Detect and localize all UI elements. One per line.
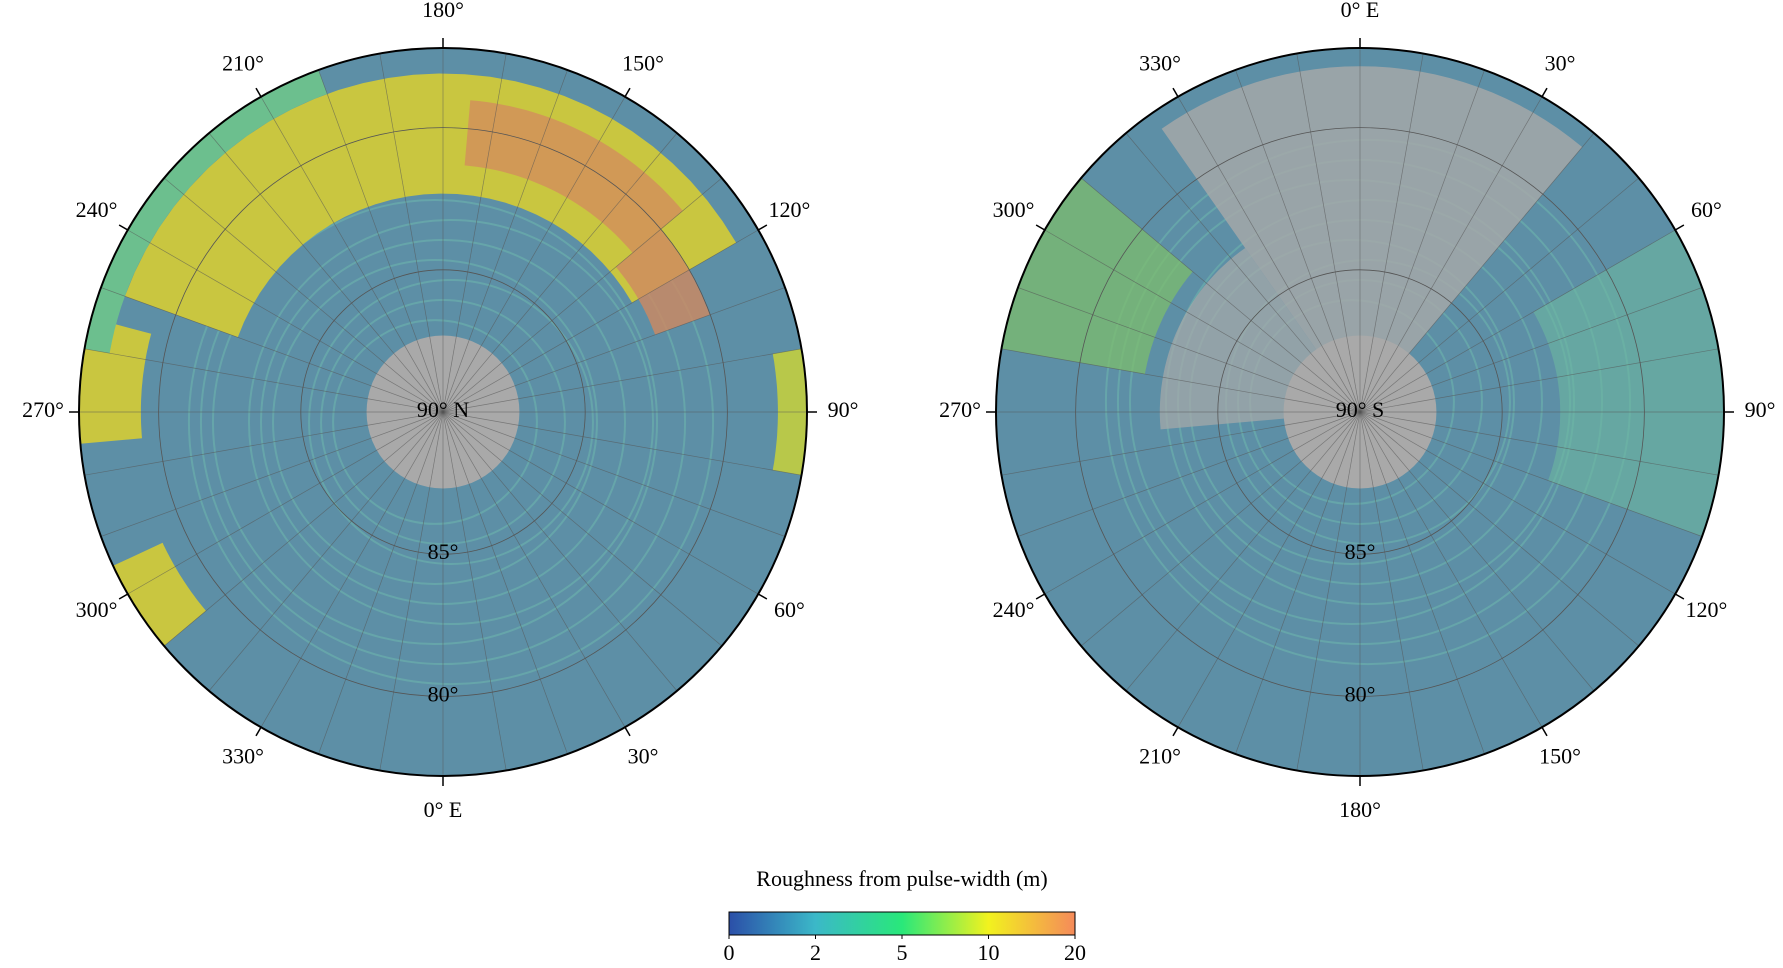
lon-label: 270°	[22, 397, 64, 422]
figure: Roughness from pulse-width (m) 90° N 85° 8…	[0, 0, 1783, 968]
lon-label: 30°	[628, 743, 659, 768]
lon-label: 210°	[222, 51, 264, 76]
lat-label: 85°	[428, 539, 459, 564]
lon-label: 240°	[76, 197, 118, 222]
lon-label: 330°	[222, 743, 264, 768]
lon-tick	[625, 727, 630, 736]
lon-tick	[119, 594, 128, 599]
colorbar-tick-label: 20	[1064, 940, 1086, 965]
pole-label: 90° N	[417, 397, 469, 422]
lat-label: 80°	[428, 681, 459, 706]
lon-label: 180°	[422, 0, 464, 22]
colorbar-title: Roughness from pulse-width (m)	[756, 866, 1047, 891]
lon-label: 330°	[1139, 51, 1181, 76]
lon-label: 150°	[622, 51, 664, 76]
lon-tick	[758, 225, 767, 230]
colorbar-tick-label: 2	[810, 940, 821, 965]
lon-label: 300°	[76, 597, 118, 622]
pole-label: 90° S	[1336, 397, 1385, 422]
lon-tick	[1173, 88, 1178, 97]
lon-tick	[1675, 594, 1684, 599]
lon-tick	[256, 727, 261, 736]
colorbar-tick-label: 10	[978, 940, 1000, 965]
lon-tick	[758, 594, 767, 599]
lon-label: 270°	[939, 397, 981, 422]
colorbar-tick-label: 0	[724, 940, 735, 965]
lon-label: 150°	[1539, 743, 1581, 768]
lon-tick	[256, 88, 261, 97]
lon-label: 120°	[769, 197, 811, 222]
lon-label: 180°	[1339, 797, 1381, 822]
lon-label: 60°	[774, 597, 805, 622]
lon-tick	[1173, 727, 1178, 736]
lon-label: 30°	[1545, 51, 1576, 76]
lat-label: 85°	[1345, 539, 1376, 564]
lon-label: 240°	[993, 597, 1035, 622]
lon-tick	[1036, 225, 1045, 230]
lon-label: 90°	[828, 397, 859, 422]
lon-label: 60°	[1691, 197, 1722, 222]
lon-tick	[1675, 225, 1684, 230]
lon-tick	[1542, 727, 1547, 736]
lat-label: 80°	[1345, 681, 1376, 706]
lon-label: 300°	[993, 197, 1035, 222]
lon-label: 120°	[1686, 597, 1728, 622]
colorbar-tick-label: 5	[897, 940, 908, 965]
lon-label: 0° E	[1341, 0, 1380, 22]
lon-tick	[1542, 88, 1547, 97]
lon-tick	[625, 88, 630, 97]
colorbar	[729, 912, 1075, 935]
lon-tick	[1036, 594, 1045, 599]
lon-tick	[119, 225, 128, 230]
lon-label: 90°	[1745, 397, 1776, 422]
lon-label: 0° E	[424, 797, 463, 822]
lon-label: 210°	[1139, 743, 1181, 768]
